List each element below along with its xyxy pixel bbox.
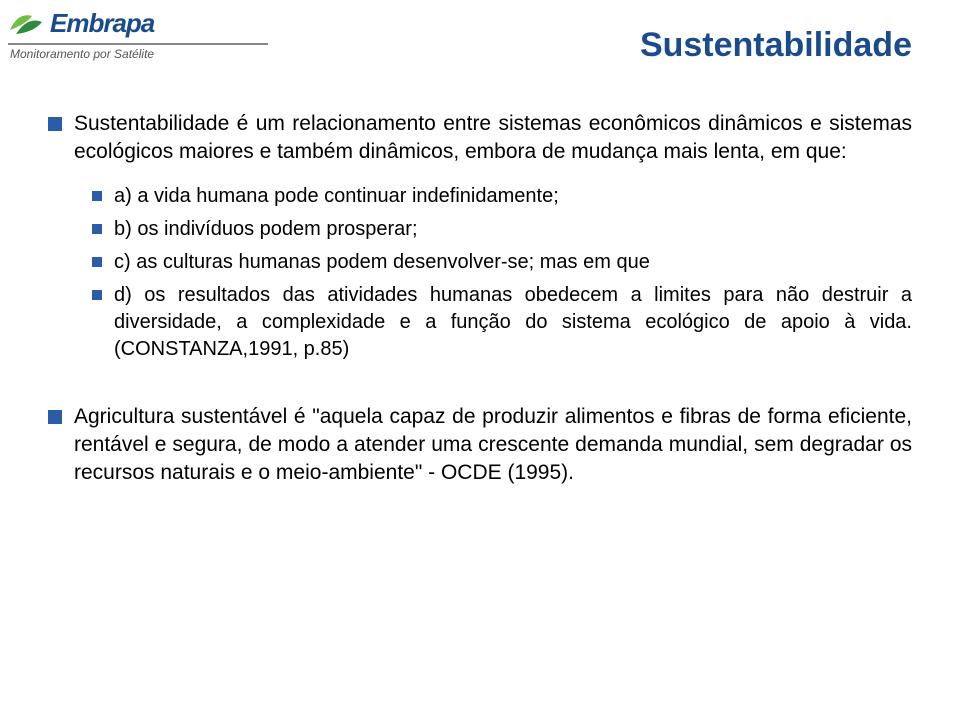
sub-item: a) a vida humana pode continuar indefini… — [92, 183, 912, 216]
logo-area: Embrapa Monitoramento por Satélite — [8, 8, 288, 61]
sub-text: a) a vida humana pode continuar indefini… — [114, 183, 559, 210]
sublist: a) a vida humana pode continuar indefini… — [92, 183, 912, 369]
logo-brand: Embrapa — [50, 8, 154, 39]
bullet-icon — [92, 290, 102, 300]
bullet-icon — [92, 224, 102, 234]
logo-divider — [8, 43, 268, 45]
main-bullet: Sustentabilidade é um relacionamento ent… — [48, 110, 912, 177]
sub-text: c) as culturas humanas podem desenvolver… — [114, 249, 650, 276]
bullet-icon — [48, 117, 62, 131]
main-paragraph: Sustentabilidade é um relacionamento ent… — [74, 110, 912, 167]
bullet-icon — [48, 410, 62, 424]
second-bullet: Agricultura sustentável é "aquela capaz … — [48, 403, 912, 498]
leaf-icon — [8, 10, 44, 38]
sub-item: d) os resultados das atividades humanas … — [92, 282, 912, 369]
sub-text: d) os resultados das atividades humanas … — [114, 282, 912, 363]
sub-item: c) as culturas humanas podem desenvolver… — [92, 249, 912, 282]
sub-text: b) os indivíduos podem prosperar; — [114, 216, 418, 243]
content-area: Sustentabilidade é um relacionamento ent… — [48, 110, 912, 498]
second-paragraph: Agricultura sustentável é "aquela capaz … — [74, 403, 912, 488]
page-title: Sustentabilidade — [640, 26, 912, 65]
bullet-icon — [92, 257, 102, 267]
bullet-icon — [92, 191, 102, 201]
sub-item: b) os indivíduos podem prosperar; — [92, 216, 912, 249]
logo-main: Embrapa — [8, 8, 288, 39]
logo-subtitle: Monitoramento por Satélite — [10, 47, 288, 61]
